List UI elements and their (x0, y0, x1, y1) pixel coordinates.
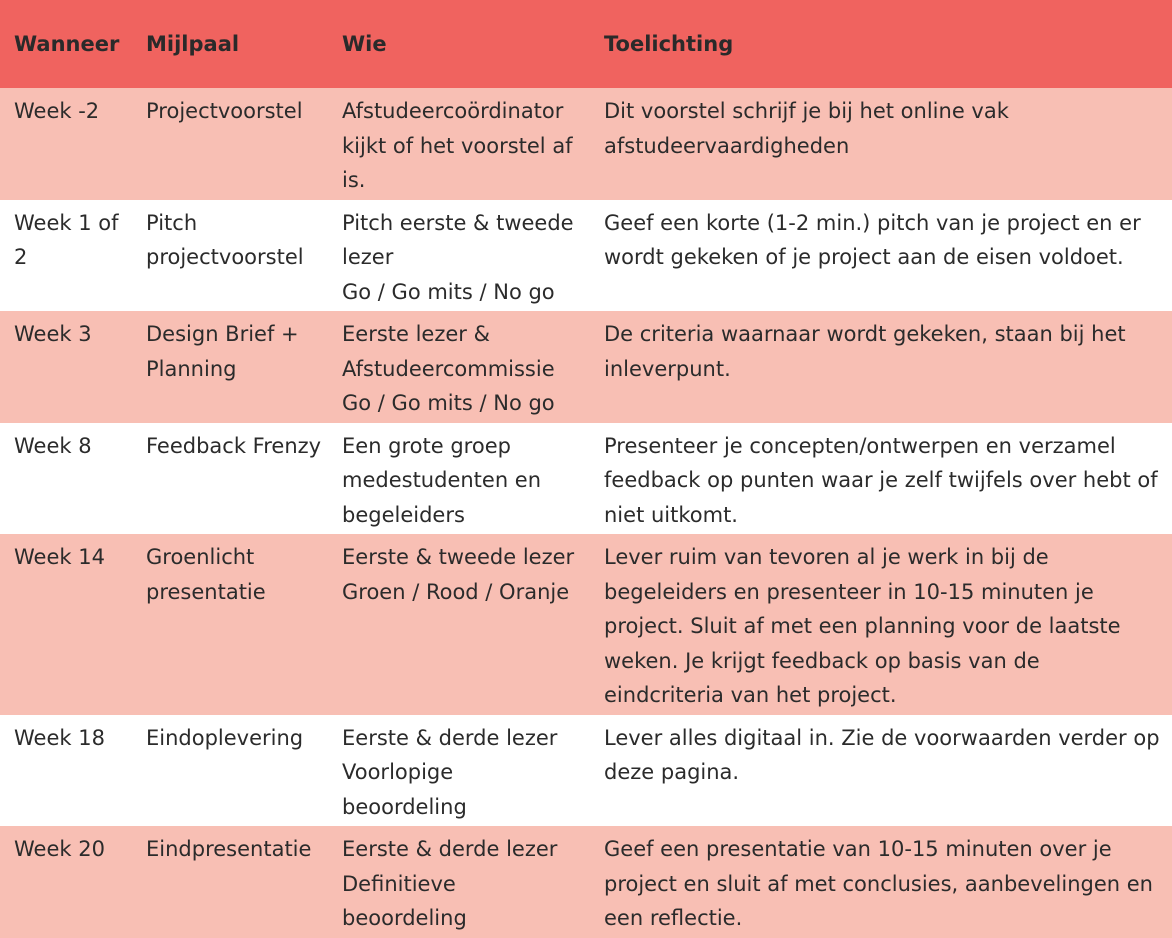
cell-wie: Pitch eerste & tweede lezer Go / Go mits… (330, 199, 592, 311)
cell-wie: Afstudeercoördinator kijkt of het voorst… (330, 88, 592, 200)
cell-wie-text: Eerste lezer & Afstudeercommissie (342, 322, 555, 381)
cell-wanneer: Week 18 (0, 714, 132, 826)
cell-mijlpaal: Pitch projectvoorstel (132, 199, 330, 311)
cell-wanneer: Week 20 (0, 826, 132, 938)
cell-wie-text: Een grote groep medestudenten en begelei… (342, 433, 542, 527)
header-row: Wanneer Mijlpaal Wie Toelichting (0, 0, 1172, 88)
table-row: Week 3 Design Brief + Planning Eerste le… (0, 311, 1172, 423)
cell-wie-text: Pitch eerste & tweede lezer (342, 210, 574, 270)
header-wie: Wie (330, 0, 592, 88)
cell-toelichting: Dit voorstel schrijf je bij het online v… (592, 88, 1172, 200)
cell-wie: Eerste & derde lezer Definitieve beoorde… (330, 826, 592, 938)
header-mijlpaal: Mijlpaal (132, 0, 330, 88)
cell-toelichting: Lever alles digitaal in. Zie de voorwaar… (592, 714, 1172, 826)
cell-wie-extra: Go / Go mits / No go (342, 391, 555, 415)
header-wanneer: Wanneer (0, 0, 132, 88)
cell-wie: Eerste lezer & Afstudeercommissie Go / G… (330, 311, 592, 423)
table-body: Week -2 Projectvoorstel Afstudeercoördin… (0, 88, 1172, 938)
cell-wie-extra: Definitieve beoordeling (342, 871, 467, 931)
cell-mijlpaal: Eindoplevering (132, 714, 330, 826)
cell-toelichting: De criteria waarnaar wordt gekeken, staa… (592, 311, 1172, 423)
cell-wie: Eerste & derde lezer Voorlopige beoordel… (330, 714, 592, 826)
table-row: Week 14 Groenlicht presentatie Eerste & … (0, 534, 1172, 715)
table-row: Week 20 Eindpresentatie Eerste & derde l… (0, 826, 1172, 938)
table-row: Week 8 Feedback Frenzy Een grote groep m… (0, 422, 1172, 534)
cell-wanneer: Week 3 (0, 311, 132, 423)
cell-toelichting: Geef een korte (1-2 min.) pitch van je p… (592, 199, 1172, 311)
table-row: Week 1 of 2 Pitch projectvoorstel Pitch … (0, 199, 1172, 311)
cell-wie: Een grote groep medestudenten en begelei… (330, 422, 592, 534)
cell-wie-extra: Go / Go mits / No go (342, 279, 555, 304)
cell-toelichting: Geef een presentatie van 10-15 minuten o… (592, 826, 1172, 938)
cell-mijlpaal: Feedback Frenzy (132, 422, 330, 534)
cell-wie-text: Eerste & tweede lezer (342, 545, 575, 569)
cell-toelichting: Lever ruim van tevoren al je werk in bij… (592, 534, 1172, 715)
cell-mijlpaal: Eindpresentatie (132, 826, 330, 938)
table-header: Wanneer Mijlpaal Wie Toelichting (0, 0, 1172, 88)
cell-wie-extra: Voorlopige beoordeling (342, 760, 467, 819)
cell-mijlpaal: Groenlicht presentatie (132, 534, 330, 715)
cell-wie-text: Afstudeercoördinator kijkt of het voorst… (342, 99, 573, 192)
cell-toelichting: Presenteer je concepten/ontwerpen en ver… (592, 422, 1172, 534)
cell-wanneer: Week -2 (0, 88, 132, 200)
header-toelichting: Toelichting (592, 0, 1172, 88)
cell-wie-text: Eerste & derde lezer (342, 725, 558, 750)
cell-wanneer: Week 8 (0, 422, 132, 534)
cell-mijlpaal: Design Brief + Planning (132, 311, 330, 423)
cell-wie: Eerste & tweede lezer Groen / Rood / Ora… (330, 534, 592, 715)
table-row: Week -2 Projectvoorstel Afstudeercoördin… (0, 88, 1172, 200)
cell-wie-text: Eerste & derde lezer (342, 837, 558, 861)
cell-wanneer: Week 14 (0, 534, 132, 715)
cell-wanneer: Week 1 of 2 (0, 199, 132, 311)
table-row: Week 18 Eindoplevering Eerste & derde le… (0, 714, 1172, 826)
cell-wie-extra: Groen / Rood / Oranje (342, 579, 570, 604)
cell-mijlpaal: Projectvoorstel (132, 88, 330, 200)
